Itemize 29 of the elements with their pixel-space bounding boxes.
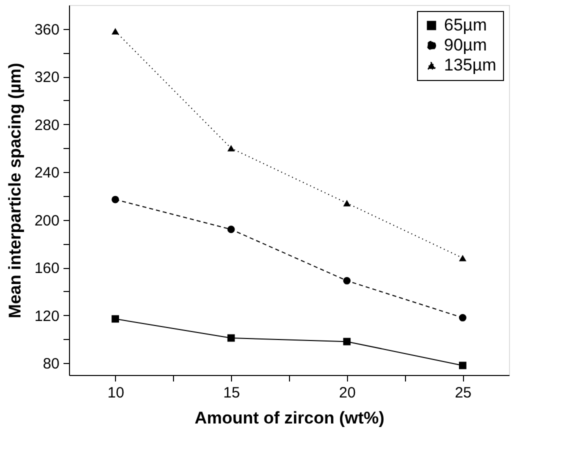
point bbox=[458, 314, 466, 322]
x-tick-label: 25 bbox=[454, 384, 472, 402]
point bbox=[343, 200, 351, 206]
legend-label: 135µm bbox=[444, 56, 496, 74]
x-axis-title: Amount of zircon (wt%) bbox=[194, 408, 384, 428]
point bbox=[458, 362, 466, 370]
legend-label: 90µm bbox=[444, 36, 487, 54]
y-tick-label: 280 bbox=[34, 116, 60, 134]
point bbox=[458, 254, 466, 262]
point bbox=[343, 277, 351, 284]
y-axis-title: Mean interparticle spacing (µm) bbox=[5, 62, 24, 318]
y-tick-label: 360 bbox=[34, 21, 60, 38]
point bbox=[227, 145, 235, 152]
point bbox=[227, 226, 235, 234]
point bbox=[112, 28, 120, 34]
y-tick-label: 240 bbox=[34, 164, 60, 182]
y-tick-label: 200 bbox=[34, 212, 60, 230]
point bbox=[112, 315, 120, 323]
y-tick-label: 120 bbox=[34, 308, 60, 325]
point bbox=[112, 196, 120, 204]
legend-label: 65µm bbox=[444, 16, 487, 34]
y-tick-label: 160 bbox=[34, 260, 60, 278]
point bbox=[343, 338, 351, 346]
x-tick-label: 10 bbox=[107, 384, 124, 402]
x-tick-label: 15 bbox=[223, 384, 240, 402]
y-tick-label: 320 bbox=[34, 69, 60, 86]
point bbox=[227, 334, 235, 342]
y-tick-label: 80 bbox=[42, 356, 60, 373]
x-tick-label: 20 bbox=[339, 384, 356, 402]
